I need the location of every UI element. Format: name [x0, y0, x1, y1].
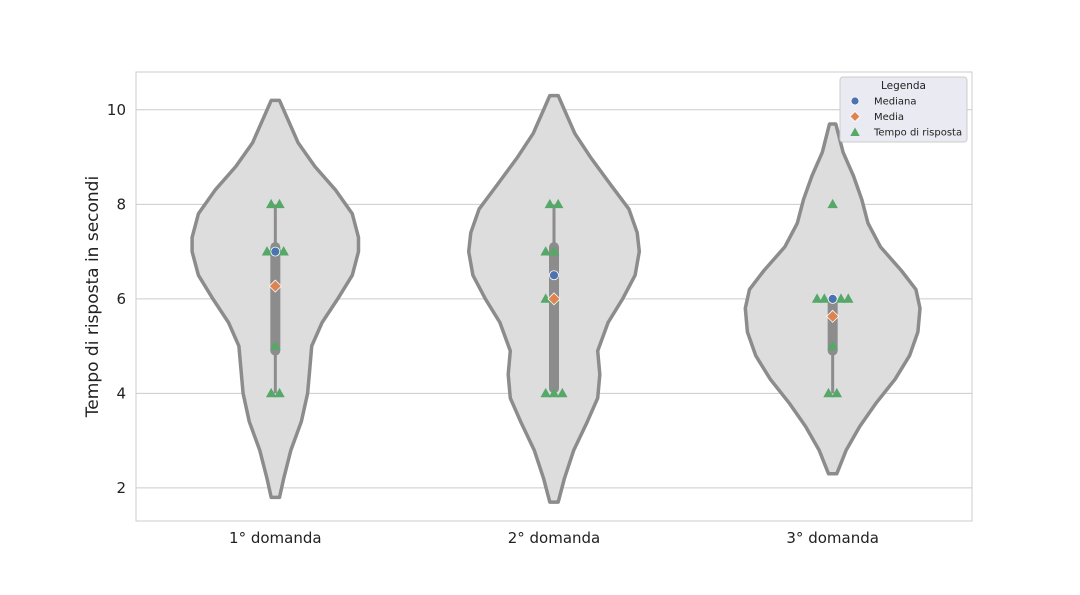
legend-title: Legenda: [881, 80, 926, 92]
legend-marker-mean: [849, 110, 861, 123]
legend-entry-label: Tempo di risposta: [873, 128, 962, 139]
mean-marker: [826, 309, 840, 323]
response-time-point: [548, 246, 560, 256]
median-marker: [549, 270, 559, 281]
response-time-point: [843, 293, 854, 303]
response-time-point: [540, 387, 551, 398]
y-tick-label: 2: [116, 479, 126, 497]
response-time-point: [811, 293, 823, 303]
response-time-point: [827, 340, 838, 350]
response-time-point: [274, 387, 285, 398]
y-tick-label: 10: [107, 101, 126, 119]
legend-marker-median: [850, 96, 860, 106]
response-time-point: [278, 246, 289, 256]
y-tick-label: 6: [116, 290, 126, 308]
response-time-point: [819, 293, 830, 303]
y-axis-title: Tempo di risposta in secondi: [83, 176, 103, 418]
y-tick-label: 8: [116, 195, 126, 213]
y-tick-label: 4: [116, 384, 126, 402]
violin-box: [270, 242, 281, 356]
response-time-point: [552, 198, 564, 209]
response-time-point: [540, 246, 551, 256]
mean-marker: [268, 279, 282, 293]
median-marker: [827, 293, 838, 304]
response-time-point: [835, 293, 847, 303]
x-tick-label: 2° domanda: [508, 529, 601, 547]
response-time-point: [265, 198, 277, 209]
x-tick-label: 3° domanda: [786, 529, 879, 547]
legend-box: [839, 76, 968, 143]
legend-entry-label: Media: [874, 112, 904, 123]
response-time-point: [274, 198, 285, 209]
response-time-point: [557, 387, 568, 398]
violin-box: [549, 242, 559, 394]
mean-marker: [547, 292, 561, 306]
response-time-point: [831, 387, 843, 398]
response-time-point: [548, 387, 560, 398]
x-tick-label: 1° domanda: [229, 529, 322, 547]
legend-entry-label: Mediana: [874, 97, 917, 108]
response-time-point: [540, 293, 551, 303]
response-time-point: [823, 387, 834, 398]
median-marker: [270, 246, 281, 257]
response-time-point: [544, 198, 556, 209]
response-time-point: [270, 340, 281, 350]
response-time-point: [827, 198, 838, 209]
legend-marker-response-time: [850, 127, 860, 136]
response-time-point: [265, 387, 277, 398]
